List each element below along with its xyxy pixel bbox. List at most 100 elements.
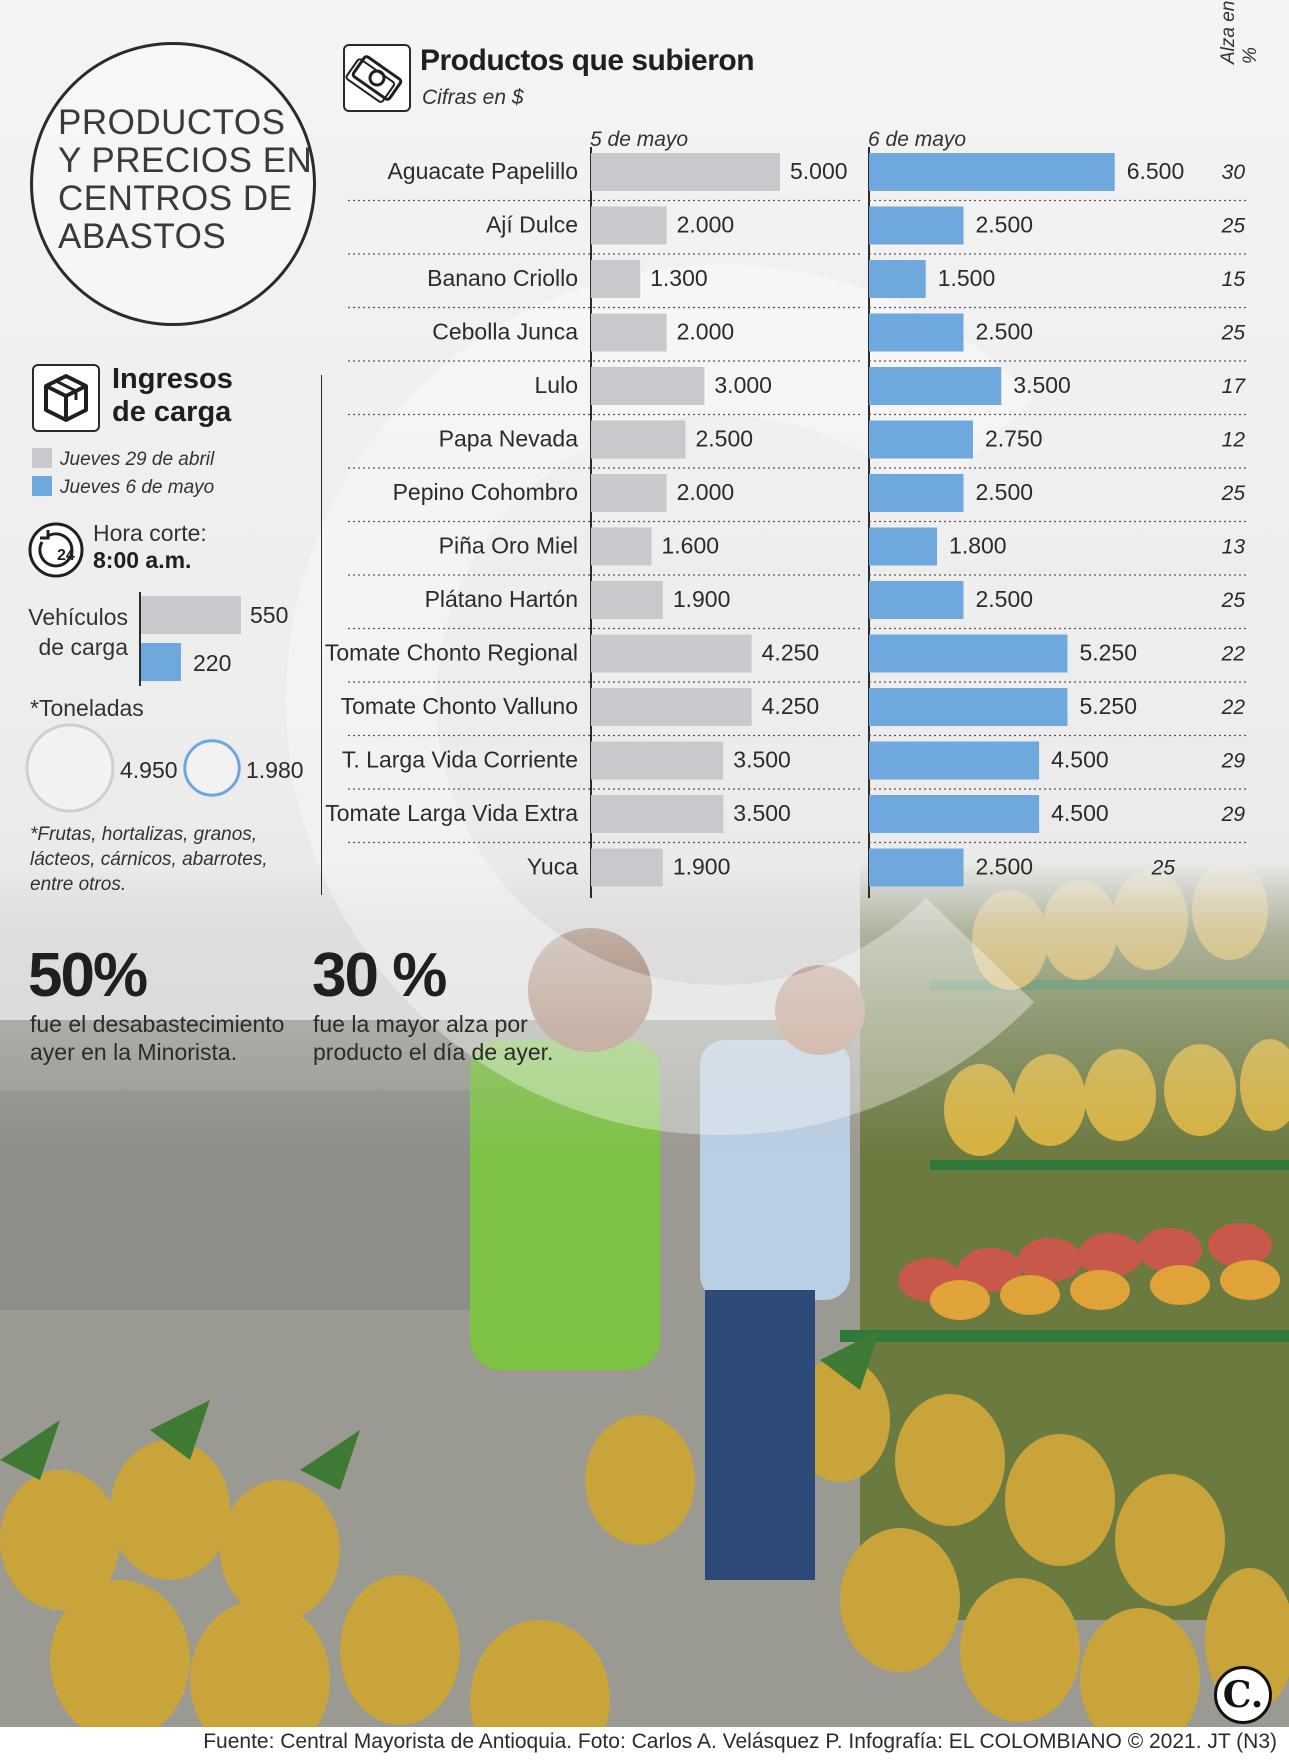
hora-corte-value: 8:00 a.m.: [93, 547, 192, 573]
alza-value: 25: [1151, 857, 1176, 880]
legend-swatch-blue: [32, 476, 52, 496]
bar-label-5-mayo: 2.000: [677, 479, 735, 505]
alza-value: 25: [1221, 482, 1246, 505]
bar-6-mayo: [869, 260, 926, 298]
bar-6-mayo: [869, 848, 964, 887]
bar-6-mayo: [869, 795, 1040, 833]
stat-desabastecimiento-desc: fue el desabastecimiento ayer en la Mino…: [30, 1011, 285, 1065]
bar-5-mayo: [591, 581, 663, 619]
bar-label-5-mayo: 2.000: [677, 319, 735, 345]
bar-6-mayo: [869, 367, 1002, 405]
category-label: Tomate Chonto Valluno: [341, 693, 578, 719]
main-title: PRODUCTOS Y PRECIOS EN CENTROS DE ABASTO…: [58, 103, 313, 256]
stat-alza-value: 30 %: [312, 941, 447, 1010]
bar-label-6-mayo: 1.500: [938, 265, 996, 291]
bar-5-mayo: [591, 527, 652, 566]
bar-label-5-mayo: 1.300: [650, 265, 708, 291]
box-icon: [32, 364, 100, 432]
series-header-1: 5 de mayo: [590, 128, 689, 151]
footer: Fuente: Central Mayorista de Antioquia. …: [0, 1727, 1289, 1763]
category-label: Lulo: [535, 372, 578, 398]
legend-label-mayo: Jueves 6 de mayo: [60, 477, 215, 498]
toneladas-note: *Frutas, hortalizas, granos, lácteos, cá…: [30, 824, 268, 895]
toneladas-label: *Toneladas: [30, 695, 144, 721]
bar-5-mayo: [591, 634, 752, 673]
bar-5-mayo: [591, 795, 724, 833]
bar-label-5-mayo: 4.250: [762, 640, 820, 666]
footer-credits: Fuente: Central Mayorista de Antioquia. …: [203, 1730, 1277, 1753]
category-label: Piña Oro Miel: [439, 533, 578, 559]
bar-label-6-mayo: 5.250: [1079, 693, 1137, 719]
bar-5-mayo: [591, 313, 667, 352]
bar-label-5-mayo: 3.500: [733, 747, 791, 773]
category-label: Aguacate Papelillo: [387, 158, 578, 184]
stat-desabastecimiento-value: 50%: [28, 941, 148, 1010]
bar-5-mayo: [591, 741, 724, 780]
toneladas-circle-mayo: [183, 739, 241, 797]
toneladas-value-mayo: 1.980: [246, 757, 304, 783]
bar-label-6-mayo: 2.500: [976, 586, 1034, 612]
toneladas-value-abril: 4.950: [120, 757, 178, 783]
bar-label-5-mayo: 1.900: [673, 586, 731, 612]
legend-swatch-gray: [32, 448, 52, 468]
market-photo: [0, 860, 1289, 1763]
logo-letter: C.: [1222, 1674, 1264, 1716]
bar-6-mayo: [869, 153, 1115, 191]
bar-6-mayo: [869, 474, 964, 512]
alza-value: 29: [1221, 803, 1246, 826]
clock-24-icon: 24: [28, 522, 84, 578]
vehiculos-bar-mayo: [141, 643, 181, 681]
chart-subtitle: Cifras en $: [422, 86, 524, 109]
bar-label-5-mayo: 3.500: [733, 800, 791, 826]
bar-6-mayo: [869, 688, 1068, 726]
bar-label-5-mayo: 2.000: [677, 212, 735, 238]
vehiculos-label: Vehículos de carga: [28, 604, 128, 660]
alza-value: 25: [1221, 322, 1246, 345]
category-label: Banano Criollo: [427, 265, 578, 291]
vehiculos-bar-chart: [139, 592, 241, 686]
alza-value: 22: [1221, 696, 1246, 719]
bar-6-mayo: [869, 741, 1040, 780]
stat-alza-desc: fue la mayor alza por producto el día de…: [313, 1011, 554, 1065]
bar-6-mayo: [869, 313, 964, 352]
bar-label-6-mayo: 2.500: [976, 854, 1034, 880]
alza-value: 22: [1221, 643, 1246, 666]
category-label: Papa Nevada: [439, 426, 579, 452]
bar-label-6-mayo: 2.500: [976, 479, 1034, 505]
legend-item-abril: Jueves 29 de abril: [32, 448, 214, 471]
bar-label-5-mayo: 3.000: [714, 372, 772, 398]
alza-value: 29: [1221, 750, 1246, 773]
legend-item-mayo: Jueves 6 de mayo: [32, 476, 214, 499]
alza-value: 25: [1221, 215, 1246, 238]
bar-5-mayo: [591, 206, 667, 245]
bar-label-6-mayo: 5.250: [1079, 640, 1137, 666]
ingresos-title: Ingresos de carga: [112, 363, 233, 428]
bar-label-5-mayo: 1.600: [661, 533, 719, 559]
bar-label-6-mayo: 6.500: [1127, 158, 1185, 184]
alza-value: 30: [1222, 161, 1246, 184]
bar-label-5-mayo: 1.900: [673, 854, 731, 880]
panel-divider: [321, 375, 322, 895]
alza-value: 15: [1222, 268, 1246, 291]
alza-value: 12: [1222, 429, 1246, 452]
bar-5-mayo: [591, 153, 780, 191]
toneladas-circles: [25, 723, 241, 813]
bar-6-mayo: [869, 206, 964, 245]
bar-6-mayo: [869, 581, 964, 619]
alza-value: 17: [1222, 375, 1247, 398]
bar-label-6-mayo: 2.500: [976, 212, 1034, 238]
category-label: Tomate Chonto Regional: [325, 640, 578, 666]
alza-value: 25: [1221, 589, 1246, 612]
bar-5-mayo: [591, 474, 667, 512]
price-bar-chart: Aguacate Papelillo 5.000 6.500 30 Ají Dulce 2…: [325, 147, 1248, 898]
title-circle: [30, 42, 316, 326]
hora-corte-label: Hora corte:: [93, 520, 207, 546]
bar-label-6-mayo: 2.500: [976, 319, 1034, 345]
bar-label-6-mayo: 3.500: [1013, 372, 1071, 398]
bar-5-mayo: [591, 420, 686, 459]
bar-label-5-mayo: 2.500: [696, 426, 754, 452]
chart-title: Productos que subieron: [420, 44, 755, 77]
bar-6-mayo: [869, 527, 938, 566]
el-colombiano-logo: C.: [1214, 1666, 1272, 1724]
